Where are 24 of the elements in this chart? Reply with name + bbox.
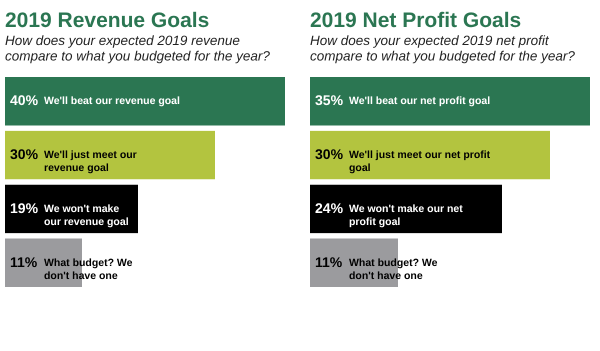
y-tick-label: We won't make our revenue goal xyxy=(44,202,129,228)
bar xyxy=(310,77,590,126)
bar xyxy=(310,130,550,180)
bar xyxy=(5,77,285,126)
y-tick-label: We'll beat our net profit goal xyxy=(349,95,490,108)
data-label: 30% xyxy=(315,146,344,162)
data-label: 11% xyxy=(10,254,38,270)
chart-subtitle: How does your expected 2019 net profit compare to what you budgeted for the year? xyxy=(310,33,576,64)
y-tick-label: We'll just meet our net profit goal xyxy=(349,149,491,174)
data-label: 11% xyxy=(315,254,343,270)
chart-title: 2019 Net Profit Goals xyxy=(310,9,522,32)
chart-subtitle: How does your expected 2019 revenue compare to what you budgeted for the year? xyxy=(5,33,270,64)
data-label: 19% xyxy=(10,200,39,216)
data-label: 35% xyxy=(315,92,344,108)
chart-title: 2019 Revenue Goals xyxy=(5,9,210,32)
bar xyxy=(5,130,215,180)
y-tick-label: We won't make our net profit goal xyxy=(349,202,464,228)
data-label: 24% xyxy=(315,200,344,216)
data-label: 40% xyxy=(10,92,39,108)
y-tick-label: We'll beat our revenue goal xyxy=(44,95,180,108)
y-tick-label: We'll just meet our revenue goal xyxy=(44,149,137,174)
data-label: 30% xyxy=(10,146,39,162)
bar xyxy=(310,184,502,234)
y-tick-label: What budget? We don't have one xyxy=(44,256,133,282)
